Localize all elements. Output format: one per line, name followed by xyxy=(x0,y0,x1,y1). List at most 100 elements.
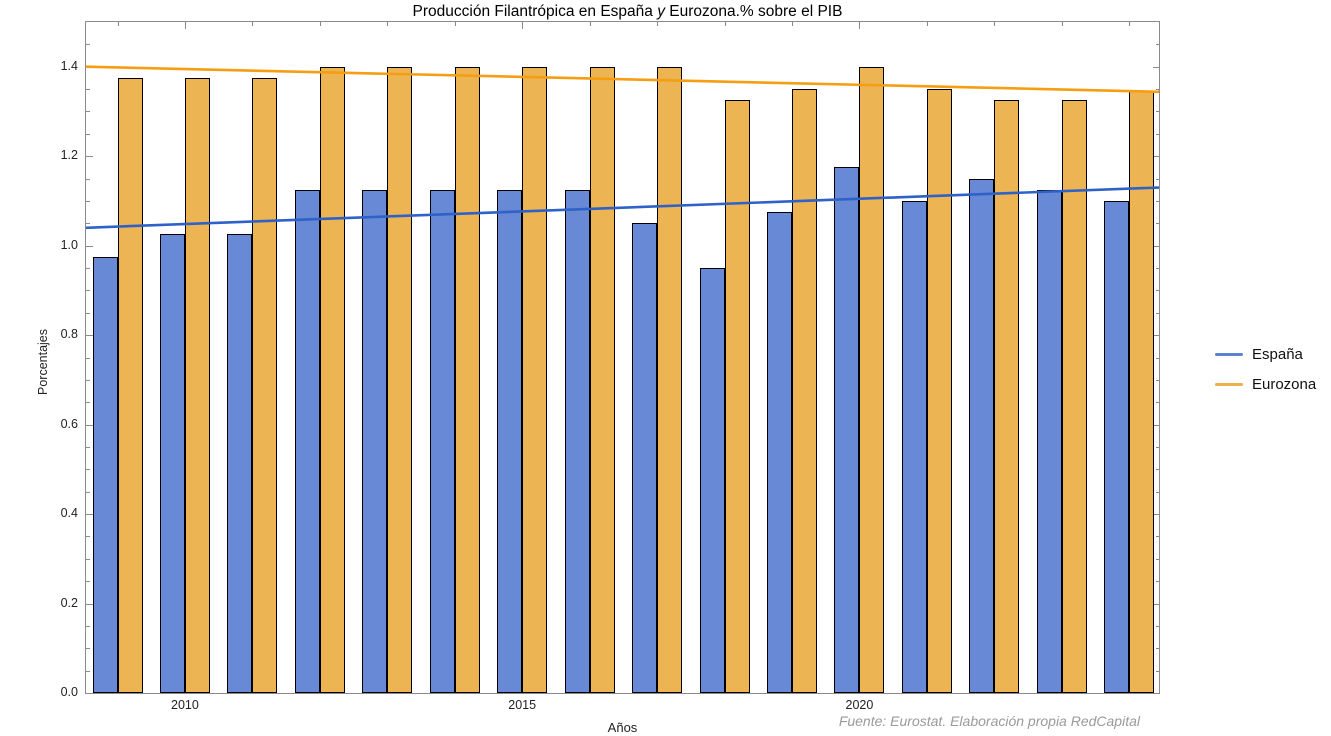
y-tick-right xyxy=(1155,290,1159,292)
bar-eurozona-2016 xyxy=(589,66,615,693)
y-tick-left xyxy=(86,648,90,650)
y-tick-right xyxy=(1155,89,1159,91)
y-tick-right xyxy=(1155,581,1159,583)
bar-eurozona-2018 xyxy=(724,100,750,693)
y-tick-left xyxy=(86,693,93,694)
x-axis-title: Años xyxy=(607,720,638,735)
legend-label: Eurozona xyxy=(1252,375,1317,393)
source-note: Fuente: Eurostat. Elaboración propia Red… xyxy=(838,713,1140,729)
y-tick-right xyxy=(1152,66,1159,68)
y-tick-right xyxy=(1152,245,1159,247)
x-tick-label: 2010 xyxy=(171,698,199,712)
y-tick-left xyxy=(86,625,90,627)
x-tick-top xyxy=(589,22,591,26)
bar-eurozona-2024 xyxy=(1129,91,1155,693)
y-tick-label: 1.0 xyxy=(60,237,78,252)
chart-title: Producción Filantrópica en España y Euro… xyxy=(90,3,1165,21)
x-tick-top xyxy=(657,22,659,26)
legend: España Eurozona xyxy=(1215,339,1316,399)
chart-title-italic-y: y xyxy=(657,3,665,20)
y-tick-right xyxy=(1152,424,1159,426)
y-tick-label: 0.0 xyxy=(60,685,78,699)
y-tick-left xyxy=(86,335,93,337)
y-tick-left xyxy=(86,111,90,113)
y-tick-right xyxy=(1155,446,1159,448)
y-tick-right xyxy=(1155,491,1159,493)
bar-eurozona-2017 xyxy=(657,66,683,693)
y-tick-left xyxy=(86,379,90,381)
bar-espana-2015 xyxy=(497,189,523,693)
y-tick-right xyxy=(1152,156,1159,158)
x-tick-top xyxy=(724,22,726,26)
y-tick-left xyxy=(86,514,93,516)
x-tick-top xyxy=(319,22,321,26)
y-tick-left xyxy=(86,536,90,538)
trend-line-eurozona xyxy=(86,65,1159,94)
y-tick-label: 0.8 xyxy=(60,327,78,342)
y-tick-right xyxy=(1155,402,1159,404)
y-tick-label: 1.4 xyxy=(60,58,78,73)
bar-eurozona-2014 xyxy=(454,66,480,693)
bar-espana-2020 xyxy=(834,167,860,693)
x-tick-top xyxy=(1129,22,1131,26)
plot-area: 0.0 0.2 0.4 0.6 0.8 1.0 1.2 1.4 2010 2015 2020 xyxy=(61,21,1160,712)
bar-espana-2022 xyxy=(969,178,995,693)
x-tick-top xyxy=(117,22,119,26)
bar-eurozona-2015 xyxy=(522,66,548,693)
x-tick-label: 2015 xyxy=(508,698,537,712)
y-tick-right xyxy=(1155,44,1159,46)
y-tick-right xyxy=(1155,200,1159,202)
bar-eurozona-2013 xyxy=(387,66,413,693)
y-tick-left xyxy=(86,66,93,68)
y-tick-left xyxy=(86,245,93,247)
bar-espana-2023 xyxy=(1036,189,1062,693)
bar-espana-2024 xyxy=(1104,200,1130,693)
y-tick-right xyxy=(1155,178,1159,180)
y-tick-left xyxy=(86,290,90,292)
x-tick-top xyxy=(387,22,389,26)
y-tick-left xyxy=(86,446,90,448)
bar-eurozona-2019 xyxy=(792,89,817,693)
legend-label: España xyxy=(1252,345,1303,363)
y-tick-right xyxy=(1155,648,1159,650)
bar-espana-2019 xyxy=(767,212,792,693)
y-tick-right xyxy=(1155,625,1159,627)
legend-line-icon xyxy=(1215,352,1243,356)
y-tick-label: 0.6 xyxy=(60,416,78,431)
bar-eurozona-2020 xyxy=(859,66,885,693)
bar-espana-2013 xyxy=(362,189,388,693)
bar-eurozona-2012 xyxy=(319,66,345,693)
chart-title-part1: Producción Filantrópica en España xyxy=(412,3,658,20)
y-tick-left xyxy=(86,581,90,583)
y-tick-right xyxy=(1155,536,1159,538)
y-tick-left xyxy=(86,469,90,471)
y-tick-left xyxy=(86,558,90,560)
y-tick-left xyxy=(86,312,90,314)
y-tick-right xyxy=(1155,111,1159,113)
bar-eurozona-2011 xyxy=(252,77,278,693)
y-tick-left xyxy=(86,44,90,46)
legend-entry-españa: España xyxy=(1215,339,1316,369)
bar-espana-2011 xyxy=(227,234,253,693)
x-tick-top xyxy=(792,22,793,26)
y-tick-right xyxy=(1155,357,1159,359)
chart-title-part3: Eurozona.% sobre el PIB xyxy=(664,3,843,20)
y-tick-left xyxy=(86,670,90,672)
y-tick-right xyxy=(1152,693,1159,694)
bar-espana-2018 xyxy=(699,268,725,693)
bar-eurozona-2009 xyxy=(117,77,143,693)
bar-eurozona-2010 xyxy=(184,77,210,693)
y-tick-right xyxy=(1152,514,1159,516)
y-tick-right xyxy=(1155,670,1159,672)
x-tick-top xyxy=(926,22,928,26)
bar-eurozona-2022 xyxy=(994,100,1020,693)
y-tick-left xyxy=(86,89,90,91)
y-tick-left xyxy=(86,603,93,605)
x-tick-top xyxy=(522,22,524,29)
y-tick-label: 1.2 xyxy=(60,148,78,163)
y-tick-left xyxy=(86,491,90,493)
y-tick-label: 0.2 xyxy=(60,595,78,610)
bar-espana-2010 xyxy=(159,234,185,693)
y-tick-left xyxy=(86,178,90,180)
